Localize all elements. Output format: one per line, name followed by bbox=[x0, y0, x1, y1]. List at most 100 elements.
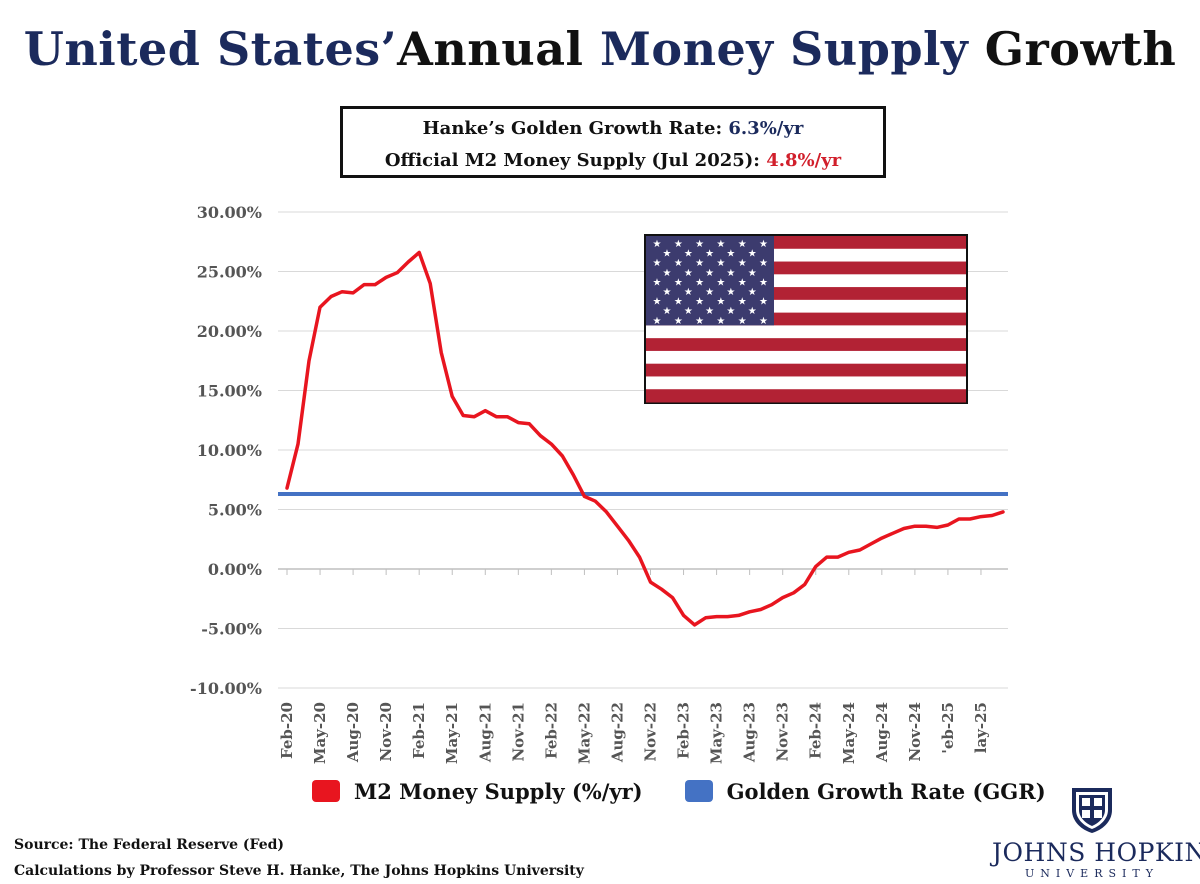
flag-stripe bbox=[646, 389, 966, 403]
flag-star: ★ bbox=[726, 306, 735, 317]
y-tick-label: 0.00% bbox=[208, 560, 262, 579]
flag-star: ★ bbox=[726, 249, 735, 260]
flag-star: ★ bbox=[716, 277, 725, 288]
flag-star: ★ bbox=[653, 316, 662, 327]
x-tick-label: Aug-23 bbox=[741, 702, 759, 763]
y-tick-label: 5.00% bbox=[208, 501, 262, 520]
y-tick-label: 10.00% bbox=[197, 441, 262, 460]
x-tick-label: Nov-20 bbox=[377, 702, 395, 762]
flag-stripe bbox=[646, 338, 966, 352]
title-part-2: Annual bbox=[397, 22, 600, 76]
flag-star: ★ bbox=[663, 287, 672, 298]
jhu-logo: JOHNS HOPKINS UNIVERSITY bbox=[992, 786, 1200, 880]
flag-star: ★ bbox=[716, 297, 725, 308]
x-tick-label: Feb-20 bbox=[278, 702, 296, 759]
flag-star: ★ bbox=[748, 249, 757, 260]
x-tick-label: Aug-24 bbox=[873, 702, 891, 763]
golden-rate-line: Hanke’s Golden Growth Rate: 6.3%/yr bbox=[343, 113, 883, 145]
flag-star: ★ bbox=[674, 239, 683, 250]
flag-star: ★ bbox=[663, 306, 672, 317]
legend-item-ggr: Golden Growth Rate (GGR) bbox=[684, 779, 1046, 804]
x-tick-label: Nov-24 bbox=[906, 702, 924, 762]
x-tick-label: Nov-23 bbox=[774, 702, 792, 762]
flag-star: ★ bbox=[759, 277, 768, 288]
x-tick-label: Feb-24 bbox=[807, 702, 825, 759]
golden-rate-value: 6.3%/yr bbox=[728, 118, 804, 139]
flag-stripe bbox=[646, 376, 966, 390]
y-tick-label: 20.00% bbox=[197, 322, 262, 341]
flag-star: ★ bbox=[663, 249, 672, 260]
x-axis-ticks: Feb-20 May-20 Aug-20 Nov-20 Feb-21 May-21 Aug-… bbox=[278, 702, 990, 764]
flag-star: ★ bbox=[716, 316, 725, 327]
flag-star: ★ bbox=[705, 249, 714, 260]
x-tick-label: Nov-22 bbox=[642, 702, 660, 762]
y-tick-label: 30.00% bbox=[197, 203, 262, 222]
flag-star: ★ bbox=[738, 239, 747, 250]
flag-star: ★ bbox=[705, 306, 714, 317]
golden-rate-label: Hanke’s Golden Growth Rate: bbox=[422, 118, 729, 139]
flag-star: ★ bbox=[738, 316, 747, 327]
y-axis-ticks: 30.00% 25.00% 20.00% 15.00% 10.00% 5.00% 0.00%… bbox=[190, 203, 262, 698]
jhu-subtitle: UNIVERSITY bbox=[1025, 867, 1159, 880]
m2-rate-value: 4.8%/yr bbox=[766, 150, 842, 171]
x-tick-label: Feb-21 bbox=[410, 702, 428, 759]
chart-legend: M2 Money Supply (%/yr) Golden Growth Rat… bbox=[312, 776, 1088, 806]
title-part-1: United States’ bbox=[23, 22, 398, 76]
us-flag-image: ★ ★ ★ ★ ★ ★★ ★ ★ ★ ★★ ★ ★ ★ ★ ★★ ★ ★ ★ ★★ ★ ★ ★ ★ ★★ ★ ★ ★ ★★ ★ ★ ★ ★ ★★… bbox=[644, 234, 968, 404]
flag-star: ★ bbox=[726, 287, 735, 298]
flag-star: ★ bbox=[759, 258, 768, 269]
flag-star: ★ bbox=[705, 287, 714, 298]
flag-star: ★ bbox=[759, 297, 768, 308]
x-tick-label: Aug-21 bbox=[476, 702, 494, 763]
flag-star: ★ bbox=[738, 277, 747, 288]
flag-star: ★ bbox=[674, 316, 683, 327]
flag-canton bbox=[646, 236, 774, 326]
x-tick-label: May-22 bbox=[575, 702, 593, 764]
flag-star: ★ bbox=[716, 258, 725, 269]
flag-star: ★ bbox=[716, 239, 725, 250]
flag-stripe bbox=[646, 325, 966, 339]
x-tick-label: Aug-20 bbox=[344, 702, 362, 763]
m2-rate-label: Official M2 Money Supply (Jul 2025): bbox=[384, 150, 767, 171]
flag-star: ★ bbox=[759, 316, 768, 327]
title-part-3: Money Supply bbox=[600, 22, 969, 76]
flag-star: ★ bbox=[738, 297, 747, 308]
legend-swatch-ggr bbox=[684, 780, 713, 802]
flag-star: ★ bbox=[759, 239, 768, 250]
calculation-line: Calculations by Professor Steve H. Hanke… bbox=[14, 863, 584, 879]
flag-star: ★ bbox=[674, 297, 683, 308]
x-tick-label: Nov-21 bbox=[509, 702, 527, 762]
flag-star: ★ bbox=[748, 306, 757, 317]
y-tick-label: -5.00% bbox=[201, 620, 262, 639]
flag-star: ★ bbox=[684, 268, 693, 279]
x-tick-label: 'eb-25 bbox=[939, 702, 957, 754]
x-tick-label: Aug-22 bbox=[608, 702, 626, 763]
flag-star: ★ bbox=[695, 277, 704, 288]
jhu-shield-icon bbox=[1072, 788, 1112, 833]
rate-info-box: Hanke’s Golden Growth Rate: 6.3%/yr Offi… bbox=[340, 106, 886, 178]
source-line: Source: The Federal Reserve (Fed) bbox=[14, 837, 285, 853]
y-tick-label: -10.00% bbox=[190, 679, 262, 698]
flag-star: ★ bbox=[653, 239, 662, 250]
flag-star: ★ bbox=[695, 258, 704, 269]
flag-star: ★ bbox=[695, 239, 704, 250]
x-tick-label: Feb-22 bbox=[542, 702, 560, 759]
x-axis bbox=[278, 568, 1008, 575]
x-tick-label: May-23 bbox=[708, 702, 726, 764]
y-tick-label: 15.00% bbox=[197, 382, 262, 401]
flag-star: ★ bbox=[653, 297, 662, 308]
flag-star: ★ bbox=[684, 306, 693, 317]
flag-star: ★ bbox=[695, 297, 704, 308]
x-tick-label: lay-25 bbox=[972, 702, 990, 753]
flag-star: ★ bbox=[674, 277, 683, 288]
x-tick-label: May-24 bbox=[840, 702, 858, 764]
legend-swatch-m2 bbox=[312, 780, 340, 802]
chart-title: United States’Annual Money Supply Growth bbox=[0, 22, 1200, 76]
chart-series bbox=[278, 250, 1008, 627]
flag-star: ★ bbox=[705, 268, 714, 279]
flag-star: ★ bbox=[726, 268, 735, 279]
flag-star: ★ bbox=[674, 258, 683, 269]
flag-stripe bbox=[646, 350, 966, 365]
title-part-4: Growth bbox=[968, 22, 1177, 76]
